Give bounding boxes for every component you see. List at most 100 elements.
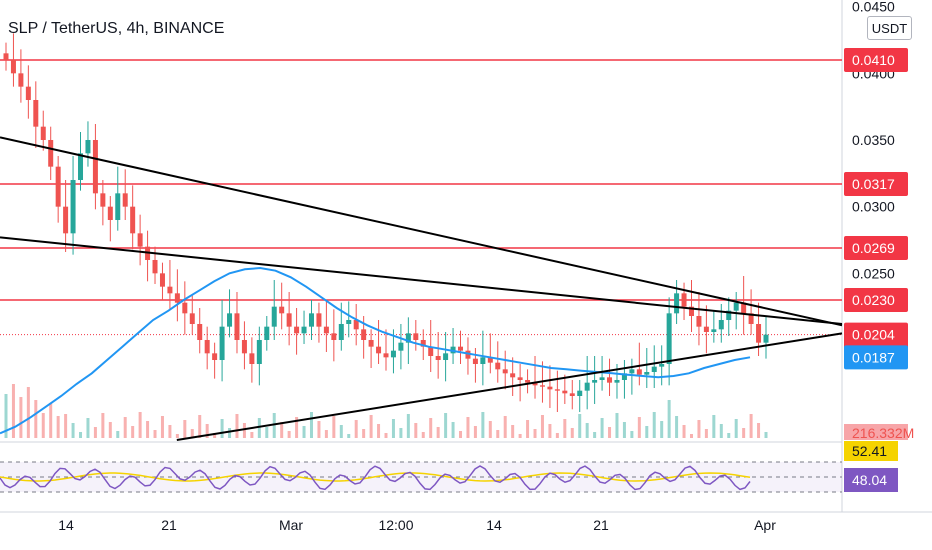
candle-body — [204, 340, 210, 354]
rsi-label-box — [844, 468, 898, 492]
candle-body — [584, 382, 590, 391]
volume-bar — [689, 434, 693, 438]
volume-bar — [49, 403, 53, 438]
volume-bar — [362, 429, 366, 438]
volume-bar — [93, 427, 97, 438]
candle-body — [234, 313, 240, 340]
volume-bar — [309, 412, 313, 438]
candle-body — [63, 206, 69, 234]
candle-body — [331, 333, 337, 340]
volume-bar — [56, 416, 60, 438]
volume-bar — [459, 431, 463, 438]
price-label-box — [844, 345, 908, 370]
candle-body — [644, 372, 650, 375]
candle-body — [152, 260, 158, 274]
candle-body — [741, 302, 747, 314]
candle-body — [681, 293, 687, 307]
candle-body — [636, 369, 642, 375]
volume-bar — [749, 414, 753, 438]
candle-body — [629, 369, 635, 374]
candle-body — [137, 233, 143, 247]
volume-bar — [734, 419, 738, 438]
volume-bar — [757, 423, 761, 438]
x-tick-label: Apr — [754, 517, 776, 533]
volume-label-text: 216.332M — [852, 425, 914, 441]
candle-body — [227, 313, 233, 327]
volume-bar — [131, 426, 135, 438]
candle-body — [495, 362, 501, 370]
volume-bar — [287, 431, 291, 438]
candle-body — [368, 340, 374, 347]
candle-body — [703, 326, 709, 332]
candle-body — [480, 357, 486, 364]
volume-bar — [451, 422, 455, 438]
candle-body — [212, 353, 218, 360]
volume-bar — [637, 417, 641, 438]
volume-bar — [34, 400, 38, 438]
candle-body — [554, 389, 560, 391]
volume-bar — [444, 413, 448, 438]
price-label-box — [844, 236, 908, 260]
candle-body — [458, 346, 464, 351]
volume-bar — [406, 414, 410, 438]
candle-body — [159, 273, 165, 287]
rsi-band — [0, 462, 842, 492]
volume-bar — [503, 416, 507, 438]
volume-bar — [153, 430, 157, 438]
candle-body — [651, 366, 657, 372]
candle-body — [48, 140, 54, 167]
volume-bars — [4, 384, 768, 438]
candle-body — [465, 350, 471, 359]
volume-bar — [183, 420, 187, 438]
volume-bar — [213, 433, 217, 438]
candle-body — [115, 193, 121, 220]
volume-bar — [518, 434, 522, 438]
candle-body — [197, 324, 203, 340]
trendline-lower — [176, 332, 843, 441]
volume-bar — [555, 433, 559, 438]
price-label-box — [844, 288, 908, 312]
volume-bar — [764, 432, 768, 438]
candle-body — [688, 306, 694, 316]
volume-bar — [667, 400, 671, 438]
volume-bar — [682, 425, 686, 438]
volume-bar — [645, 426, 649, 438]
candle-body — [614, 380, 620, 383]
x-tick-label: Mar — [279, 517, 303, 533]
volume-bar — [548, 424, 552, 438]
candle-body — [390, 350, 396, 358]
x-tick-label: 21 — [161, 517, 177, 533]
volume-bar — [257, 418, 261, 438]
volume-bar — [578, 414, 582, 438]
rsi-value: 48.04 — [852, 472, 887, 488]
volume-bar — [280, 422, 284, 438]
candle-body — [241, 340, 247, 354]
volume-bar — [26, 387, 30, 438]
candle-body — [361, 329, 367, 340]
x-tick-label: 21 — [593, 517, 609, 533]
volume-bar — [600, 418, 604, 438]
candle-body — [55, 166, 61, 207]
volume-bar — [511, 425, 515, 438]
candle-body — [420, 340, 426, 347]
volume-bar — [108, 422, 112, 438]
currency-button[interactable]: USDT — [867, 16, 912, 40]
candle-body — [569, 393, 575, 396]
volume-bar — [101, 413, 105, 438]
candle-body — [696, 316, 702, 327]
volume-bar — [675, 416, 679, 438]
candle-body — [666, 313, 672, 364]
volume-bar — [652, 412, 656, 438]
price-label-box — [844, 48, 908, 72]
candle-body — [547, 386, 553, 390]
candle-body — [130, 206, 136, 234]
trendline-upper — [0, 136, 843, 327]
candle-body — [517, 377, 523, 380]
volume-bar — [570, 428, 574, 438]
candle-body — [487, 357, 493, 363]
volume-bar — [175, 434, 179, 438]
volume-bar — [742, 428, 746, 438]
volume-bar — [19, 397, 23, 438]
candle-body — [33, 100, 39, 127]
